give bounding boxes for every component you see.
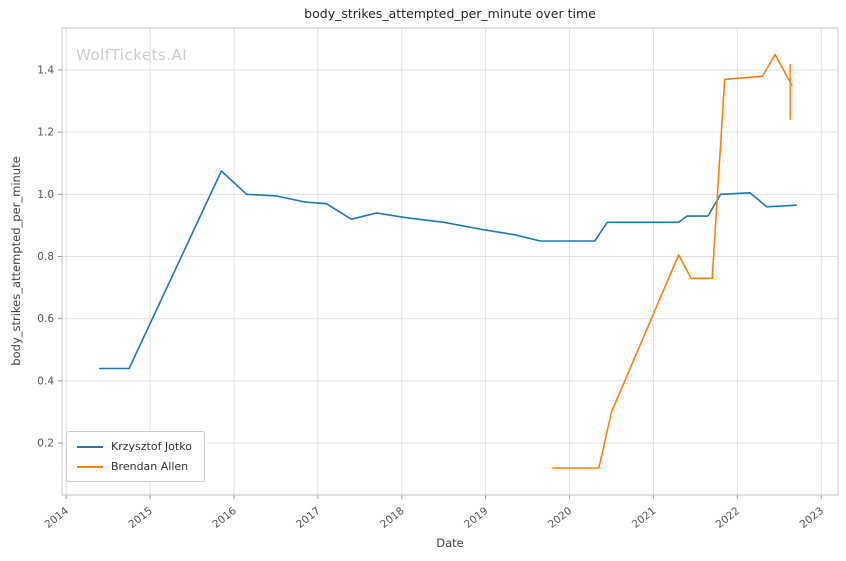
x-tick-label: 2020: [546, 505, 574, 531]
y-tick-label: 1.0: [37, 189, 54, 201]
x-axis-label: Date: [436, 536, 464, 550]
y-tick-label: 0.8: [37, 251, 54, 263]
y-tick-label: 1.4: [37, 64, 54, 76]
x-tick-label: 2016: [210, 505, 239, 531]
watermark: WolfTickets.AI: [76, 46, 188, 64]
series-line-brendan-allen: [551, 53, 793, 469]
y-tick-label: 0.2: [37, 438, 54, 450]
legend-item: Brendan Allen: [77, 460, 192, 473]
chart-title: body_strikes_attempted_per_minute over t…: [304, 6, 596, 21]
legend: Krzysztof Jotko Brendan Allen: [66, 431, 205, 482]
x-tick-label: 2021: [630, 505, 658, 531]
x-tick-label: 2023: [798, 505, 826, 531]
plot-border: [61, 27, 839, 496]
x-tick-label: 2018: [378, 505, 406, 531]
x-tick-label: 2017: [294, 505, 322, 531]
legend-label: Krzysztof Jotko: [111, 440, 192, 453]
x-tick-label: 2014: [43, 505, 72, 531]
legend-label: Brendan Allen: [111, 460, 189, 473]
legend-line-swatch-orange: [77, 465, 103, 468]
x-tick-label: 2015: [126, 505, 154, 531]
legend-item: Krzysztof Jotko: [77, 440, 192, 453]
y-tick-label: 0.4: [37, 375, 54, 387]
legend-line-swatch-blue: [77, 445, 103, 448]
series-line-krzysztof-jotko: [99, 170, 797, 370]
y-tick-label: 0.6: [37, 313, 54, 325]
x-tick-label: 2019: [462, 505, 490, 531]
x-tick-label: 2022: [714, 505, 742, 531]
y-axis-label: body_strikes_attempted_per_minute: [9, 156, 23, 366]
y-tick-label: 1.2: [37, 127, 54, 139]
